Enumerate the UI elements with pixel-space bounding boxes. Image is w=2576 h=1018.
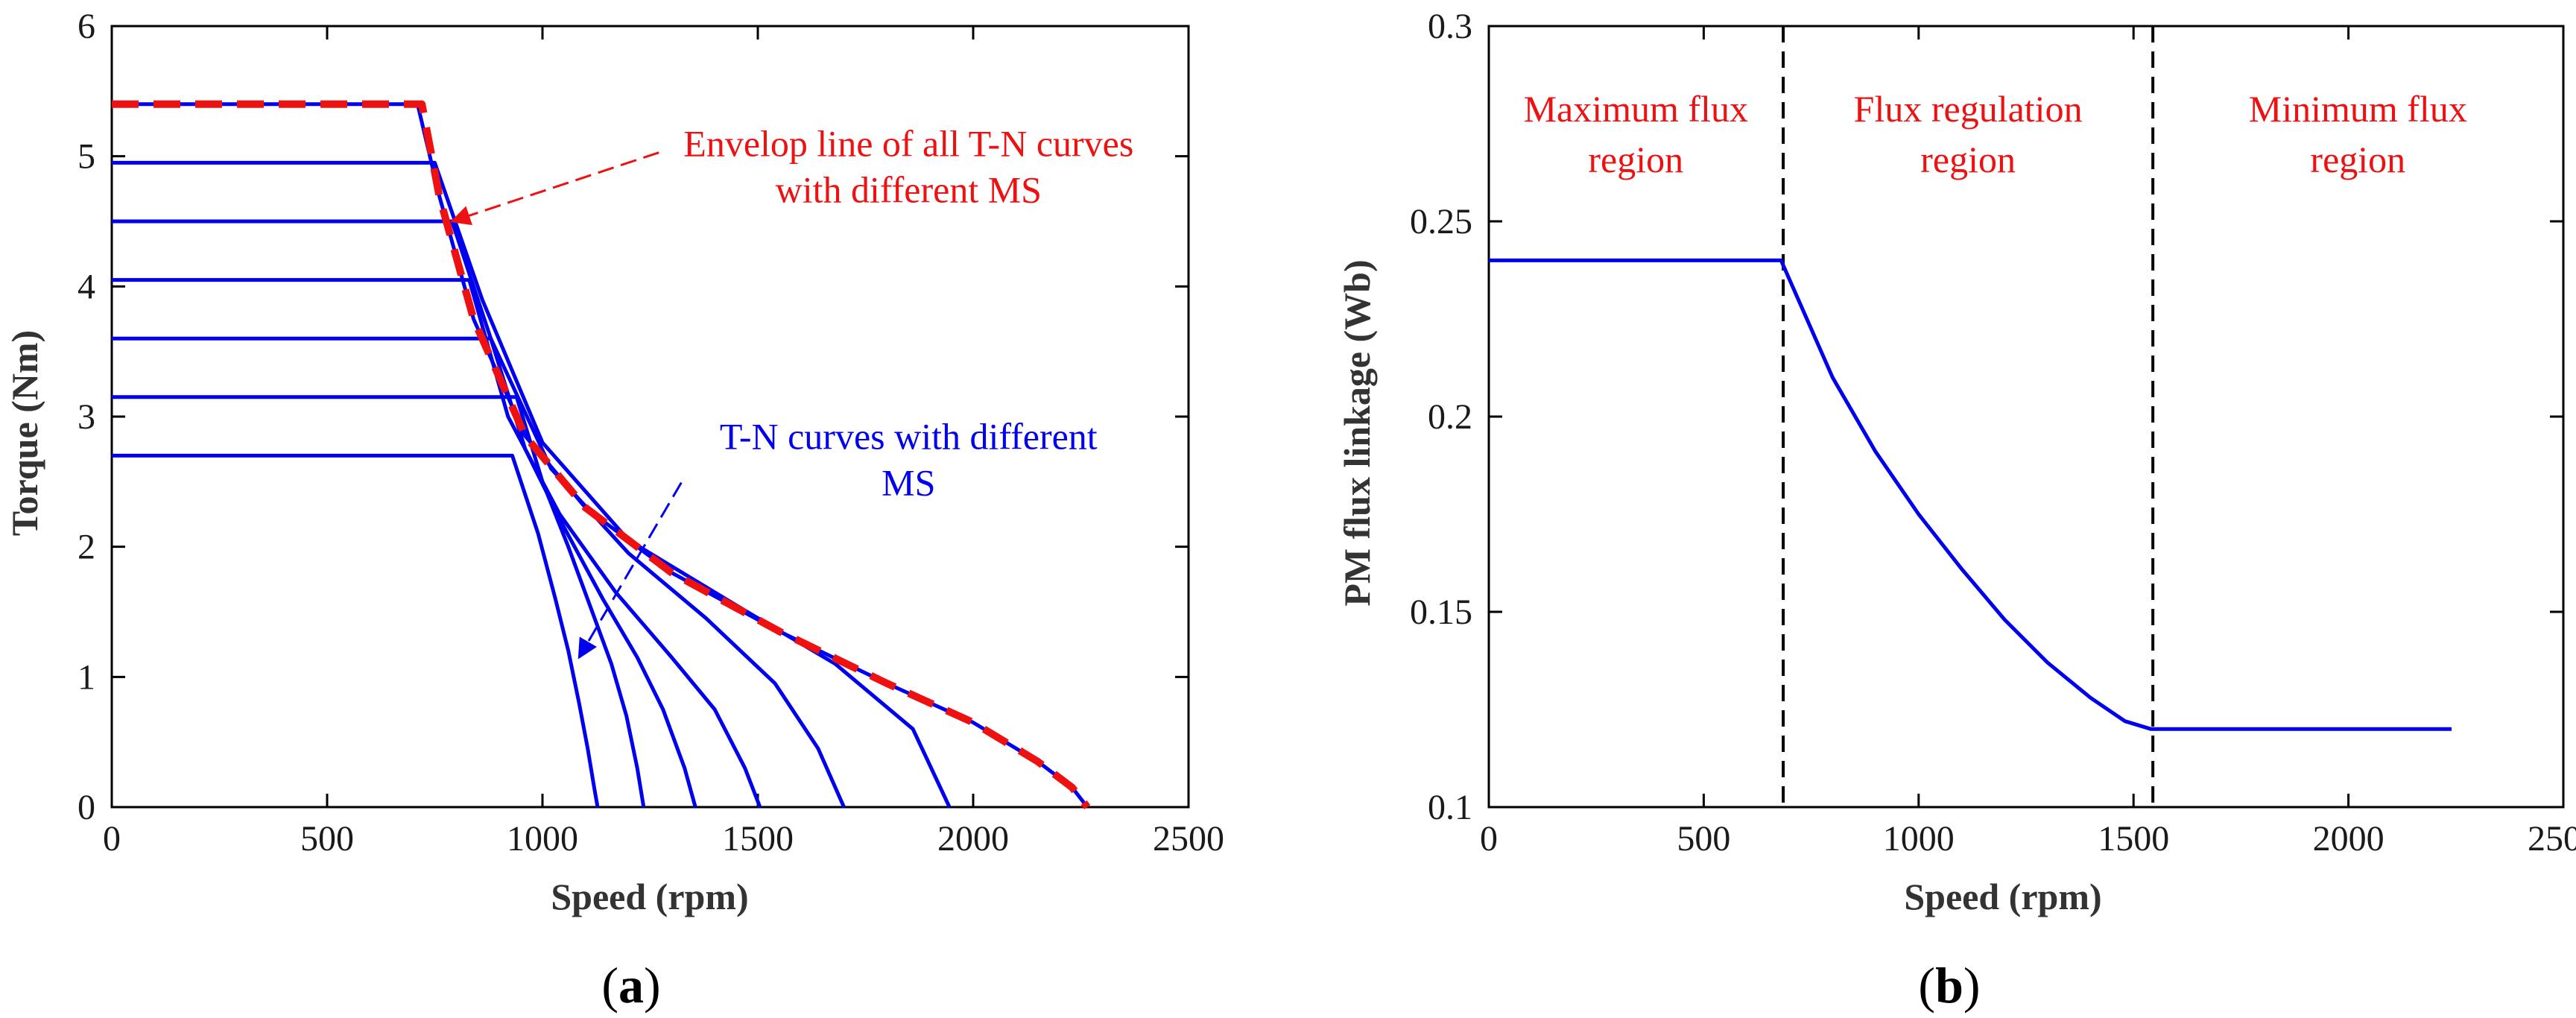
series-line xyxy=(112,278,762,808)
series-line xyxy=(112,453,600,808)
x-tick-label: 500 xyxy=(300,819,354,859)
y-tick-label: 4 xyxy=(77,267,95,306)
x-tick-label: 2500 xyxy=(1153,819,1224,859)
x-tick-label: 2000 xyxy=(937,819,1009,859)
x-tick-label: 1000 xyxy=(507,819,578,859)
annotation-arrow xyxy=(450,151,659,226)
envelope-line xyxy=(112,100,1091,810)
y-tick-label: 0.15 xyxy=(1410,592,1472,632)
y-tick-label: 0 xyxy=(77,788,95,827)
y-tick-label: 5 xyxy=(77,137,95,177)
y-tick-label: 0.2 xyxy=(1428,397,1472,437)
region-label: Maximum flux region xyxy=(1524,88,1748,180)
y-tick-label: 0.25 xyxy=(1410,202,1472,241)
x-tick-label: 0 xyxy=(103,819,121,859)
caption-a: (a) xyxy=(601,957,660,1014)
x-tick-label: 1500 xyxy=(2098,819,2169,859)
series-line xyxy=(112,219,846,809)
region-label: Flux regulation region xyxy=(1854,88,2083,180)
series-line xyxy=(112,395,646,808)
chart-panel-a: Torque (Nm) Speed (rpm) (a) 0 500 1000 1500… xyxy=(4,7,1224,1014)
y-tick-label: 0.1 xyxy=(1428,788,1472,827)
region-label: Minimum flux region xyxy=(2249,88,2467,180)
x-tick-label: 500 xyxy=(1677,819,1730,859)
chart-panel-b: PM flux linkage (Wb) Speed (rpm) (b) 0 50… xyxy=(1336,7,2576,1014)
x-tick-label: 1000 xyxy=(1883,819,1955,859)
y-tick-label: 0.3 xyxy=(1428,7,1472,46)
y-tick-label: 1 xyxy=(77,657,95,697)
y-tick-label: 3 xyxy=(77,397,95,437)
y-axis-title-a: Torque (Nm) xyxy=(4,330,45,536)
y-tick-label: 2 xyxy=(77,528,95,567)
x-tick-label: 2000 xyxy=(2313,819,2384,859)
annotation-text: T-N curves with different MS xyxy=(720,416,1098,504)
annotation-text: Envelop line of all T-N curves with diffe… xyxy=(683,123,1133,211)
series-line xyxy=(112,160,952,809)
x-tick-label: 1500 xyxy=(722,819,794,859)
y-tick-label: 6 xyxy=(77,7,95,46)
series-line xyxy=(1489,258,2452,731)
y-axis-title-b: PM flux linkage (Wb) xyxy=(1336,259,1378,606)
x-axis-title-b: Speed (rpm) xyxy=(1904,876,2101,917)
series-line xyxy=(112,336,697,808)
x-tick-label: 0 xyxy=(1480,819,1498,859)
x-axis-title-a: Speed (rpm) xyxy=(551,876,748,917)
caption-b: (b) xyxy=(1918,957,1980,1014)
annotation-arrow xyxy=(577,481,683,660)
x-tick-label: 2500 xyxy=(2528,819,2576,859)
